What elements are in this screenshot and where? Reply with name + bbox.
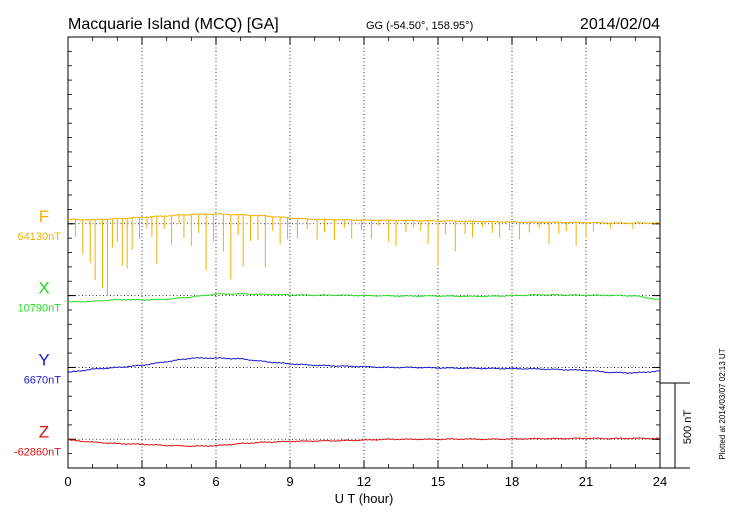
x-tick-label: 15 bbox=[431, 474, 445, 489]
series-z bbox=[67, 437, 661, 448]
series-f bbox=[67, 213, 661, 296]
series-baseline-value-y: 6670nT bbox=[24, 374, 62, 386]
station-coords: GG (-54.50°, 158.95°) bbox=[366, 20, 473, 32]
series-baseline-value-f: 64130nT bbox=[18, 231, 62, 243]
series-line-y bbox=[67, 357, 661, 374]
scale-bar bbox=[660, 382, 690, 469]
series-line-z bbox=[67, 437, 661, 448]
series-line-x bbox=[67, 292, 661, 303]
series-y bbox=[67, 357, 661, 374]
x-tick-label: 24 bbox=[653, 474, 667, 489]
series-x bbox=[67, 292, 661, 303]
x-tick-label: 3 bbox=[138, 474, 145, 489]
x-tick-label: 12 bbox=[357, 474, 371, 489]
x-axis-label: U T (hour) bbox=[335, 491, 394, 506]
series-name-f: F bbox=[39, 207, 49, 226]
y-minor-ticks bbox=[68, 50, 660, 455]
x-tick-label: 0 bbox=[64, 474, 71, 489]
station-title: Macquarie Island (MCQ) [GA] bbox=[68, 16, 279, 33]
x-tick-label: 18 bbox=[505, 474, 519, 489]
plotted-at-note: Plotted at 2014/03/07 02:13 UT bbox=[718, 348, 727, 459]
plot-date: 2014/02/04 bbox=[580, 16, 660, 33]
series-layer bbox=[67, 213, 661, 448]
series-baseline-value-z: -62860nT bbox=[14, 446, 61, 458]
x-tick-label: 21 bbox=[579, 474, 593, 489]
series-line-f bbox=[67, 213, 661, 225]
series-name-z: Z bbox=[39, 422, 49, 441]
x-tick-label: 9 bbox=[286, 474, 293, 489]
x-tick-label: 6 bbox=[212, 474, 219, 489]
series-name-y: Y bbox=[38, 350, 49, 369]
series-name-x: X bbox=[38, 279, 49, 298]
x-axis: 0 3 6 9 12 15 18 21 24 bbox=[64, 37, 667, 489]
series-baseline-value-x: 10790nT bbox=[18, 303, 62, 315]
scale-bar-label: 500 nT bbox=[682, 410, 694, 445]
series-labels: F 64130nT X 10790nT Y 6670nT Z -62860nT bbox=[14, 207, 61, 459]
